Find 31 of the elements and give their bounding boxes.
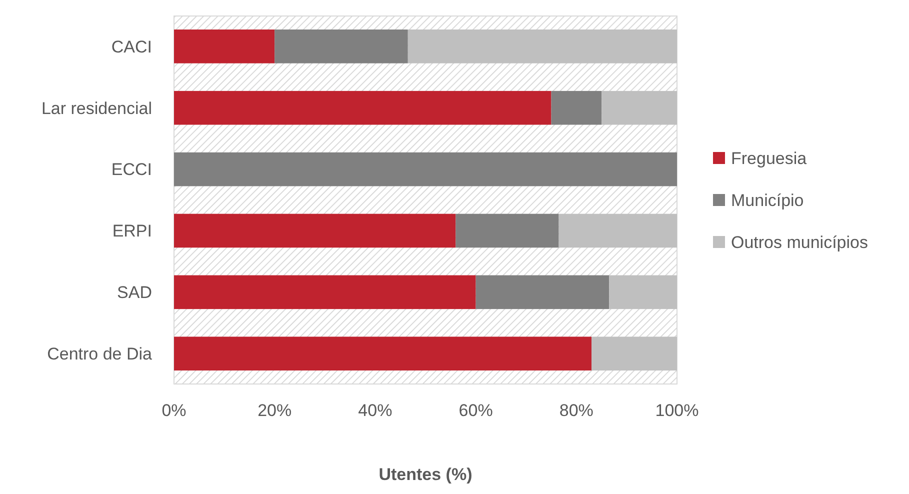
legend-label: Município	[731, 190, 804, 210]
bar	[558, 214, 677, 248]
bar	[602, 90, 677, 125]
x-axis-title: Utentes (%)	[378, 465, 472, 484]
y-tick-label: ERPI	[112, 222, 152, 241]
bar	[274, 30, 408, 64]
bar	[174, 90, 552, 125]
bar	[174, 336, 592, 370]
y-tick-label: Lar residencial	[41, 98, 152, 118]
bar	[456, 214, 559, 248]
x-tick-label: 80%	[559, 401, 594, 420]
x-tick-label: 60%	[458, 401, 493, 420]
y-tick-label: ECCI	[111, 160, 152, 180]
x-tick-label: 0%	[162, 401, 186, 420]
x-tick-label: 100%	[655, 401, 699, 420]
x-tick-label: 20%	[258, 401, 292, 420]
bar	[476, 275, 610, 310]
bar	[174, 30, 275, 64]
y-tick-label: SAD	[117, 283, 152, 302]
bar	[174, 214, 456, 248]
bar	[591, 336, 677, 370]
y-tick-label: CACI	[111, 37, 152, 56]
bar	[174, 152, 677, 186]
bar	[609, 275, 677, 310]
bar	[174, 275, 476, 310]
legend-label: Outros municípios	[731, 232, 868, 252]
legend-label: Freguesia	[731, 148, 808, 168]
bar	[551, 90, 602, 125]
y-tick-label: Centro de Dia	[47, 344, 153, 364]
bar	[408, 30, 677, 64]
x-tick-label: 40%	[358, 401, 392, 420]
